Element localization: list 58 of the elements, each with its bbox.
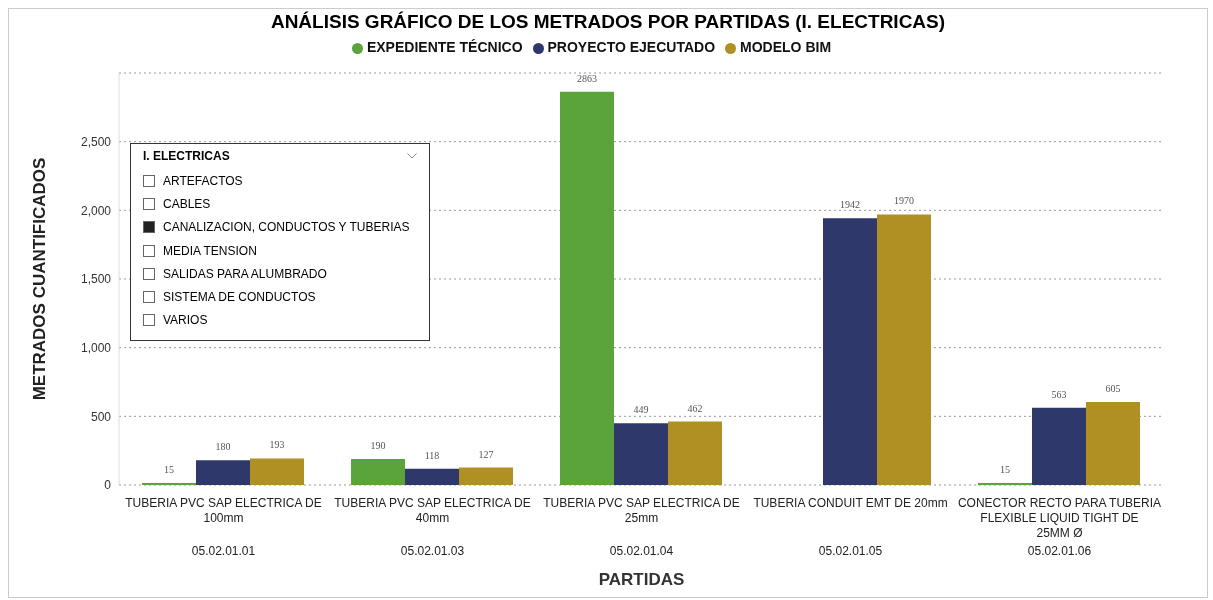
text: 05.02.01.06 — [1027, 544, 1092, 558]
data-label: 1942 — [839, 199, 860, 211]
data-label: 2863 — [576, 72, 597, 84]
bar — [977, 482, 1032, 485]
legend-label: PROYECTO EJECUTADO — [547, 39, 716, 55]
bar — [404, 468, 459, 485]
bar — [822, 218, 877, 485]
text: 05.02.01.05 — [818, 544, 883, 558]
text: 05.02.01.03 — [400, 544, 465, 558]
x-tick-label: TUBERIA CONDUIT EMT DE 20mm — [753, 496, 948, 510]
bar — [458, 467, 513, 485]
annotation: MEDIA TENSION — [163, 243, 257, 258]
annotation: SALIDAS PARA ALUMBRADO — [163, 266, 327, 281]
data-label: 15 — [999, 463, 1010, 475]
bar — [1031, 407, 1086, 485]
bar — [141, 482, 196, 485]
text: 05.02.01.01 — [191, 544, 256, 558]
y-tick-label: 0 — [104, 478, 112, 493]
bar — [249, 458, 304, 485]
data-label: 127 — [478, 448, 494, 460]
annotation: I. ELECTRICAS — [143, 149, 230, 163]
x-tick-label: CONECTOR RECTO PARA TUBERIA FLEXIBLE LIQUID TIGHT DE 25MM Ø — [957, 496, 1162, 540]
data-label: 1970 — [893, 195, 914, 207]
annotation: ARTEFACTOS — [163, 173, 243, 188]
data-label: 180 — [215, 441, 231, 453]
x-tick-label: TUBERIA PVC SAP ELECTRICA DE 40mm — [334, 496, 531, 525]
annotation: CABLES — [163, 196, 211, 211]
y-tick-label: 2,500 — [80, 134, 112, 149]
data-label: 462 — [687, 402, 703, 414]
x-tick-label: TUBERIA PVC SAP ELECTRICA DE 25mm — [543, 496, 740, 525]
bar — [1085, 401, 1140, 485]
annotation: VARIOS — [163, 313, 208, 328]
text: 05.02.01.04 — [609, 544, 674, 558]
data-label: 193 — [269, 439, 285, 451]
data-label: 605 — [1105, 382, 1121, 394]
chart-title: ANÁLISIS GRÁFICO DE LOS METRADOS POR PARTIDAS (I. ELECTRICAS) — [269, 11, 947, 34]
y-tick-label: 1,000 — [80, 340, 112, 355]
bar — [195, 460, 250, 485]
data-label: 190 — [370, 439, 386, 451]
bar — [667, 421, 722, 485]
y-tick-label: 2,000 — [80, 203, 112, 218]
x-tick-label: TUBERIA PVC SAP ELECTRICA DE 100mm — [125, 496, 322, 525]
legend-label: EXPEDIENTE TÉCNICO — [366, 39, 523, 55]
y-axis-title: METRADOS CUANTIFICADOS — [30, 157, 50, 401]
x-axis-title: PARTIDAS — [598, 570, 685, 589]
data-label: 449 — [633, 404, 649, 416]
bar — [613, 423, 668, 485]
legend-label: MODELO BIM — [740, 39, 832, 55]
annotation: CANALIZACION, CONDUCTOS Y TUBERIAS — [163, 220, 410, 235]
bar — [350, 458, 405, 485]
data-label: 15 — [163, 463, 174, 475]
data-label: 118 — [424, 449, 440, 461]
bar — [876, 214, 931, 485]
data-label: 563 — [1051, 388, 1067, 400]
bar — [559, 91, 614, 485]
y-tick-label: 500 — [90, 409, 112, 424]
y-tick-label: 1,500 — [80, 272, 112, 287]
annotation: SISTEMA DE CONDUCTOS — [163, 290, 316, 305]
